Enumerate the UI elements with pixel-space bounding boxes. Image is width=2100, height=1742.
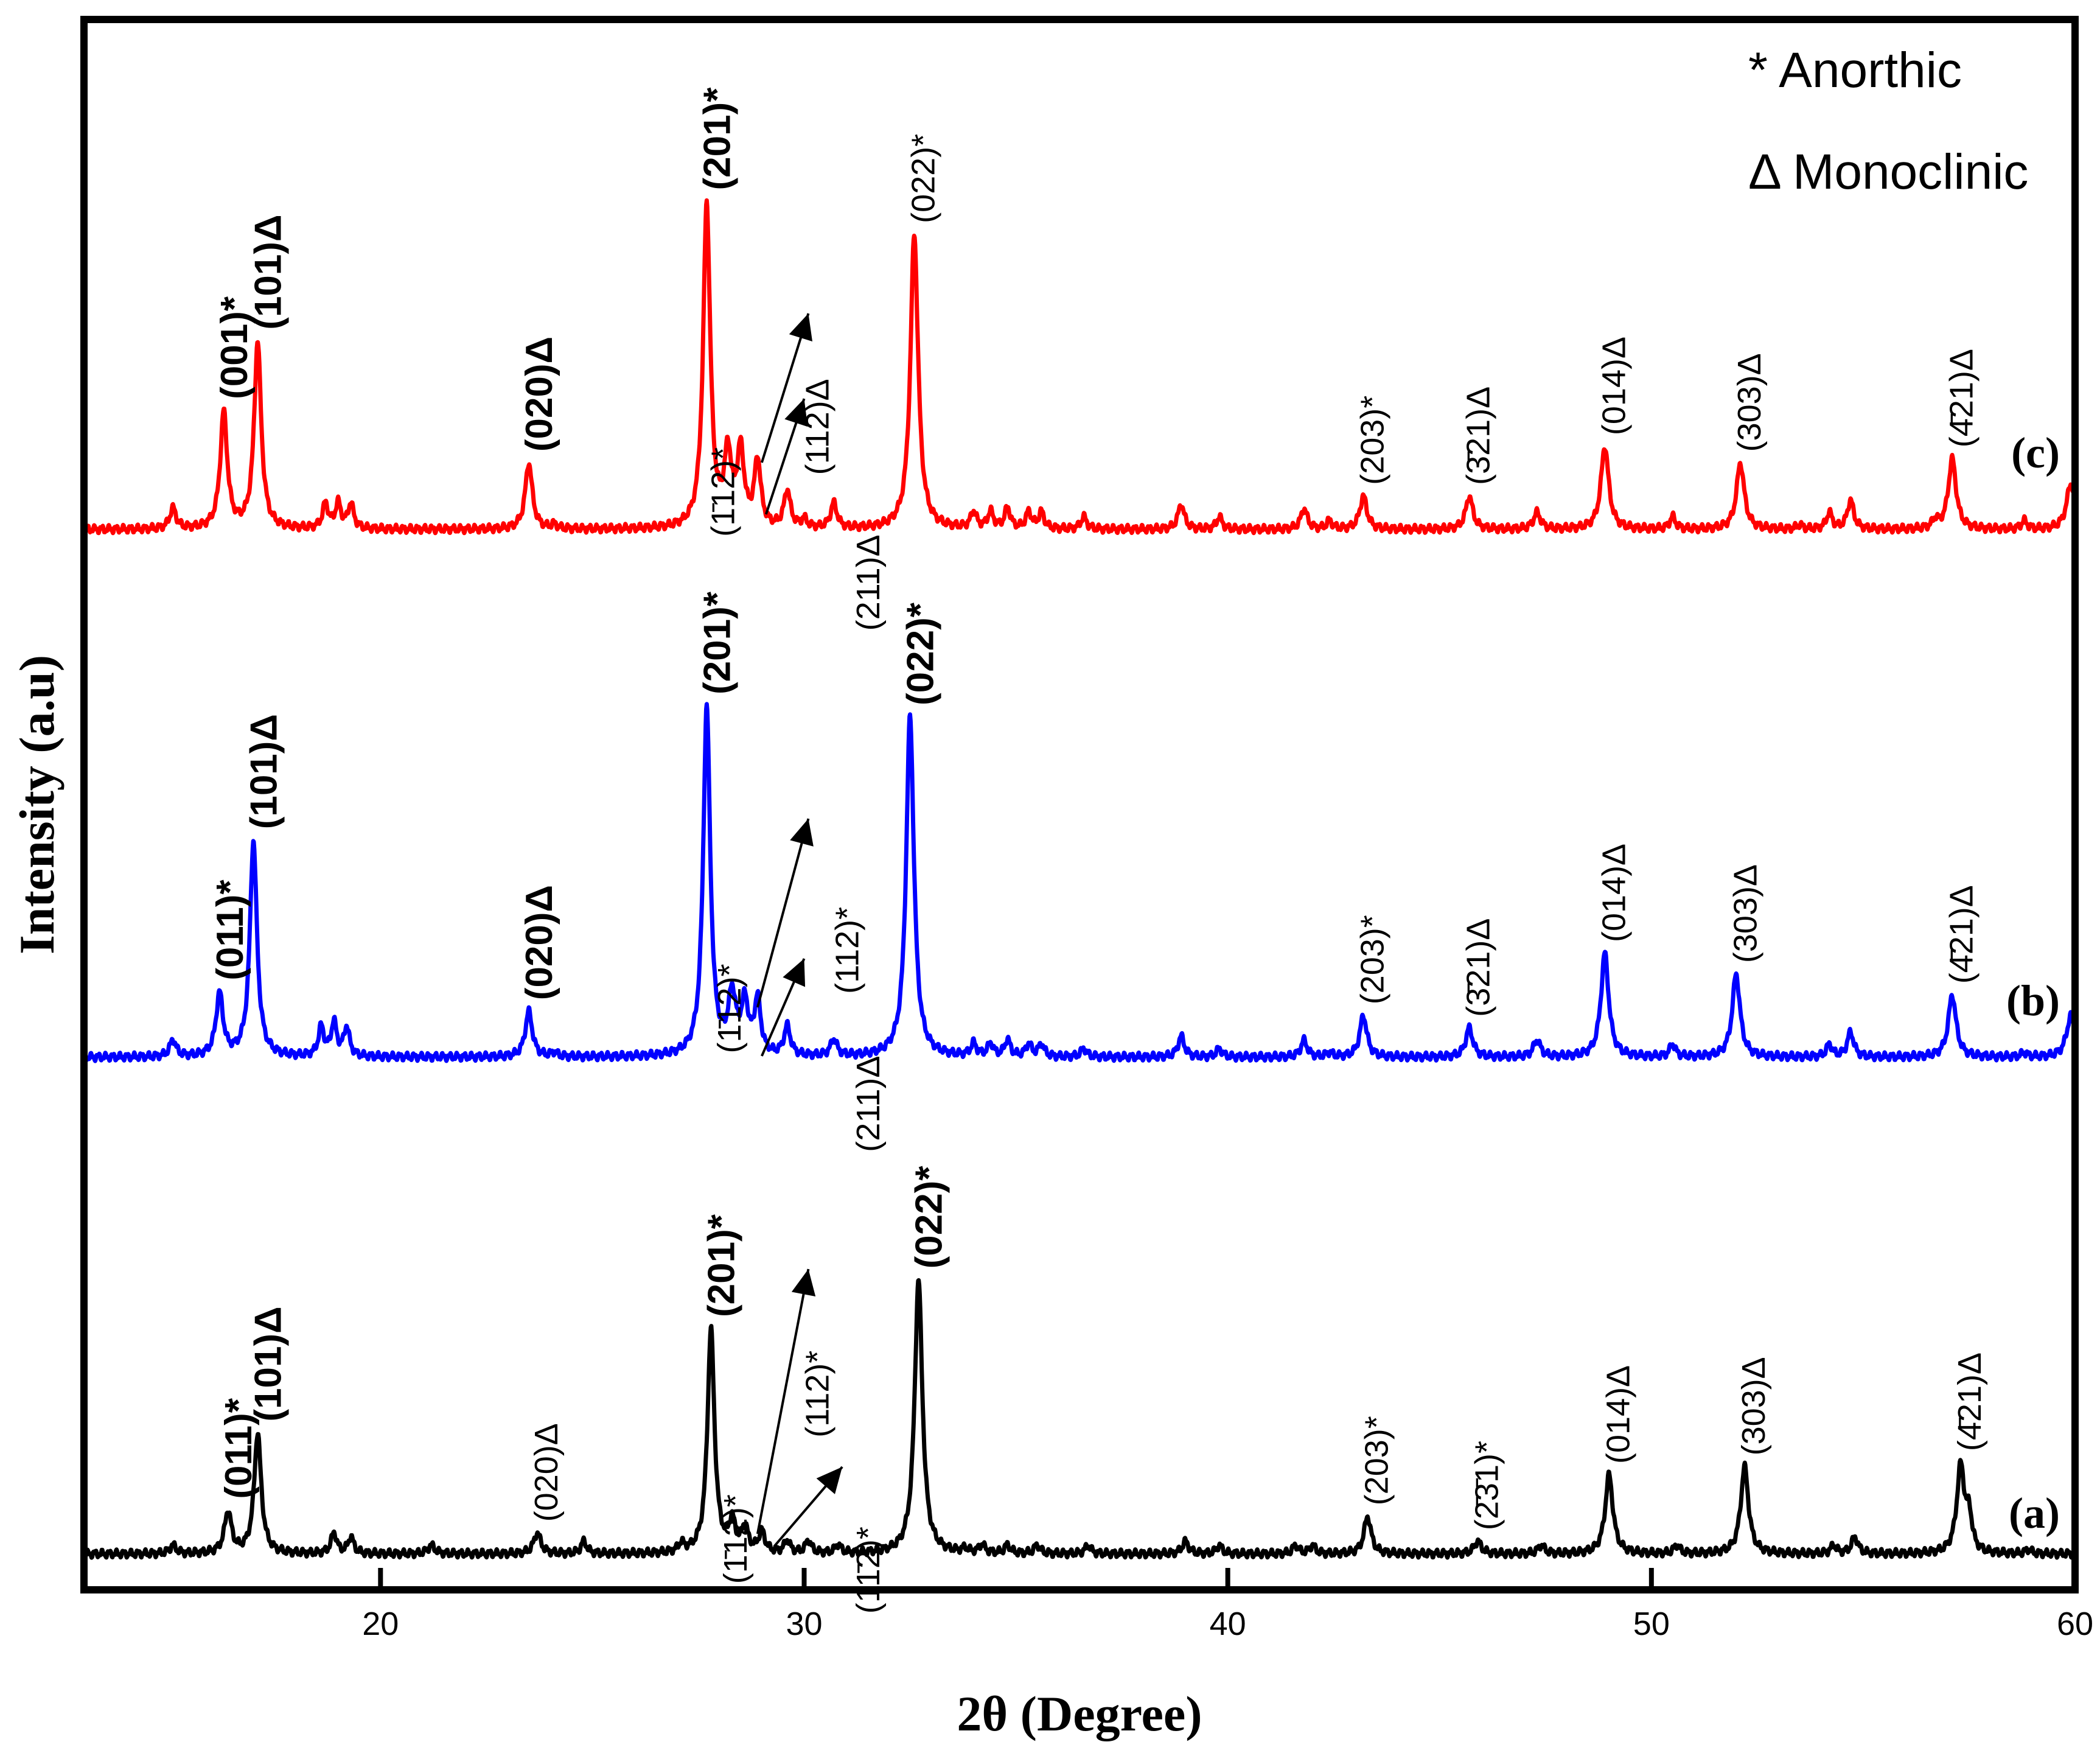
peak-label: (022)* <box>905 134 942 223</box>
peak-label: (3̄21)Δ <box>1460 918 1497 1017</box>
curve-label-c: (c) <box>2011 429 2060 477</box>
peak-label: (303)Δ <box>1735 1357 1772 1455</box>
peak-label: (203)* <box>1359 1416 1395 1505</box>
curve-label-a: (a) <box>2009 1489 2060 1537</box>
arrow-head <box>790 819 814 847</box>
arrow-head <box>783 959 806 987</box>
peak-label: (3̄21)Δ <box>1460 387 1497 485</box>
arrow-head <box>784 399 808 427</box>
arrow-line <box>756 1268 810 1534</box>
peak-label: (101)Δ <box>247 214 289 329</box>
peak-label: (303)Δ <box>1731 353 1768 452</box>
diffraction-curves <box>82 198 2077 1560</box>
peak-label: (201)* <box>696 591 738 694</box>
peak-label: (4̄21)Δ <box>1952 1352 1988 1451</box>
peak-label: (001)* <box>214 296 256 399</box>
peak-label: (020)Δ <box>528 1423 565 1522</box>
peak-label: (211)Δ <box>850 1056 887 1152</box>
curve-label-b: (b) <box>2006 976 2060 1025</box>
arrow-line <box>756 818 810 1008</box>
annotation-arrows <box>756 313 843 1547</box>
peak-label: (020)Δ <box>518 337 560 452</box>
arrow-line <box>760 313 810 463</box>
peak-label: (4̄21)Δ <box>1943 885 1980 984</box>
arrow-head <box>816 1467 843 1494</box>
peak-annotations: (001)*(101)Δ(020)Δ(1̄12)*(201)*(112)Δ(21… <box>209 87 1988 1614</box>
legend: * Anorthic Δ Monoclinic <box>1748 43 2028 200</box>
peak-label: (201)* <box>700 1214 742 1317</box>
x-tick-label: 20 <box>362 1606 399 1642</box>
y-axis-label: Intensity (a.u) <box>9 655 65 954</box>
peak-label: (1̄12)* <box>717 1494 754 1584</box>
plot-frame <box>80 16 2079 1593</box>
x-tick-label: 60 <box>2057 1606 2093 1642</box>
peak-label: (203)* <box>1355 396 1391 485</box>
legend-anorthic: * Anorthic <box>1748 43 1962 98</box>
peak-label: (303)Δ <box>1727 864 1763 963</box>
peak-label: (112)* <box>829 907 865 994</box>
peak-label: (4̄21)Δ <box>1943 349 1980 447</box>
x-axis-ticks: 20 30 40 50 60 <box>362 1568 2093 1642</box>
peak-label: (101)Δ <box>247 1306 289 1421</box>
peak-label: (112)Δ <box>800 379 836 475</box>
curve-c <box>82 198 2077 536</box>
peak-label: (022)* <box>909 1166 951 1269</box>
peak-label: (1̄12)* <box>711 964 748 1053</box>
peak-label: (022)* <box>900 602 942 705</box>
peak-label: (011)* <box>218 1397 260 1499</box>
x-axis-label: 2θ (Degree) <box>957 1686 1202 1741</box>
peak-label: (211)Δ <box>850 534 887 631</box>
x-tick-label: 40 <box>1210 1606 1246 1642</box>
peak-label: (2̄3̄1)* <box>1469 1441 1505 1530</box>
peak-label: (020)Δ <box>518 885 560 1000</box>
arrow-head <box>791 1269 816 1297</box>
x-tick-label: 30 <box>786 1606 822 1642</box>
peak-label: (011)* <box>209 879 251 980</box>
peak-label: (203)* <box>1355 915 1391 1004</box>
peak-label: (101)Δ <box>243 714 285 829</box>
arrow-head <box>789 313 813 342</box>
peak-label: (201)* <box>696 87 738 191</box>
peak-label: (014)Δ <box>1600 1365 1636 1464</box>
peak-label: (014)Δ <box>1596 844 1632 942</box>
peak-label: (11̄2)* <box>850 1527 887 1614</box>
peak-label: (1̄12)* <box>705 447 741 537</box>
curve-a <box>82 1278 2077 1560</box>
peak-label: (112)* <box>800 1351 836 1438</box>
x-tick-label: 50 <box>1633 1606 1670 1642</box>
legend-monoclinic: Δ Monoclinic <box>1748 144 2028 200</box>
curve-b <box>82 702 2077 1063</box>
peak-label: (014)Δ <box>1596 337 1632 435</box>
